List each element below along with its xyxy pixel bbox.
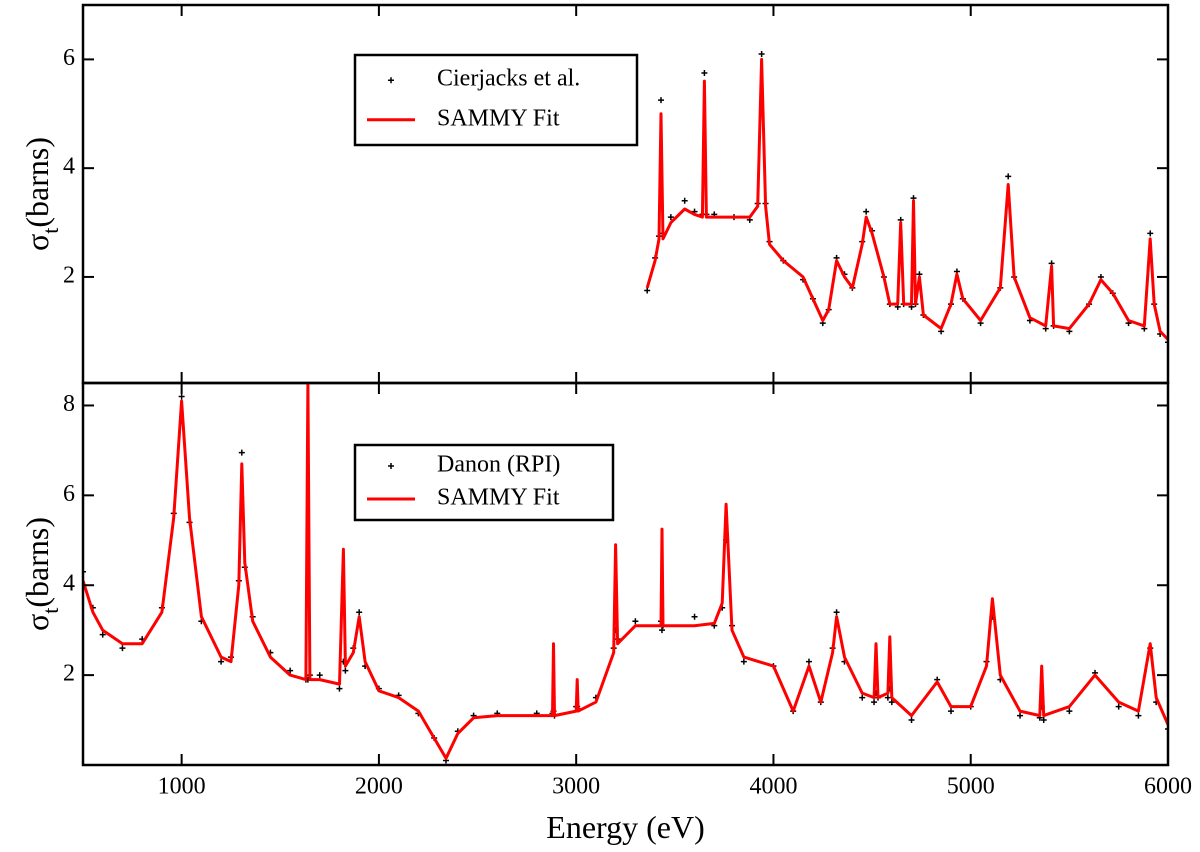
y-label-subscript: t — [38, 228, 63, 234]
y-tick-label: 4 — [63, 571, 75, 597]
y-tick-label: 6 — [63, 481, 75, 507]
y-tick-label: 6 — [63, 45, 75, 71]
data-point — [859, 694, 866, 701]
data-point — [1017, 712, 1024, 719]
data-point — [948, 708, 954, 715]
x-axis-label: Energy (eV) — [546, 809, 704, 845]
y-axis-label: σt(barns) — [19, 517, 63, 631]
axes-frame — [81, 381, 1170, 767]
y-label-subscript: t — [38, 608, 63, 614]
y-tick-label: 2 — [63, 661, 75, 687]
y-axis-label: σt(barns) — [19, 137, 63, 251]
y-label-unit: (barns) — [19, 517, 55, 608]
data-point — [1135, 712, 1142, 719]
data-point — [178, 393, 185, 400]
data-point — [908, 717, 915, 724]
data-point — [667, 214, 674, 221]
fit-line — [645, 57, 1168, 341]
y-label-unit: (barns) — [19, 137, 55, 228]
data-point — [1115, 703, 1122, 710]
data-point — [1165, 339, 1168, 346]
fit-line — [83, 383, 1168, 760]
data-point — [1040, 717, 1047, 724]
data-point — [888, 699, 895, 706]
y-tick-label: 8 — [63, 391, 75, 417]
data-point — [119, 645, 126, 652]
y-label-symbol: σ — [19, 234, 55, 251]
x-tick-label: 2000 — [355, 774, 403, 800]
legend-label: Cierjacks et al. — [437, 66, 580, 92]
x-tick-label: 4000 — [749, 774, 797, 800]
data-point — [1147, 230, 1154, 237]
legend-marker — [388, 77, 394, 84]
data-point — [691, 613, 698, 620]
data-point — [342, 667, 349, 674]
data-point — [863, 208, 870, 215]
data-point — [871, 699, 878, 706]
data-point — [238, 449, 245, 456]
panel: 1000 2000 3000 4000 5000 6000 2 4 6 8 σt(barns) Ene… — [19, 381, 1192, 845]
data-point — [644, 287, 651, 294]
data-point — [658, 97, 665, 104]
legend-label: SAMMY Fit — [437, 485, 560, 511]
data-point — [336, 685, 343, 692]
data-point — [658, 627, 665, 634]
legend-box — [353, 443, 615, 522]
x-tick-label: 5000 — [947, 774, 995, 800]
data-point — [287, 667, 294, 674]
data-point — [99, 631, 106, 638]
legend-label: Danon (RPI) — [437, 452, 560, 478]
data-point — [218, 658, 225, 665]
data-point — [833, 609, 840, 616]
x-tick-label: 3000 — [552, 774, 600, 800]
y-tick-label: 4 — [63, 154, 75, 180]
legend-marker — [388, 463, 394, 469]
data-point — [758, 50, 765, 57]
y-tick-label: 2 — [63, 262, 75, 288]
data-point — [805, 658, 812, 665]
y-label-symbol: σ — [19, 614, 55, 631]
data-point — [83, 568, 86, 575]
data-point — [1066, 708, 1073, 715]
x-tick-label: 1000 — [158, 774, 206, 800]
plot-area — [644, 50, 1168, 346]
data-point — [356, 609, 363, 616]
data-point — [681, 197, 688, 204]
data-point — [1165, 726, 1168, 733]
data-point — [884, 694, 891, 701]
data-point — [1005, 173, 1012, 180]
data-point — [740, 658, 747, 665]
plot-area — [83, 383, 1168, 764]
data-point — [701, 69, 708, 76]
legend-label: SAMMY Fit — [437, 105, 560, 131]
x-tick-label: 6000 — [1144, 774, 1192, 800]
data-point — [316, 672, 323, 679]
panel: 2 4 6 σt(barns) Cierjacks et al. SAMMY Fit — [19, 3, 1170, 385]
data-point — [632, 618, 639, 625]
legend-box — [353, 53, 639, 147]
